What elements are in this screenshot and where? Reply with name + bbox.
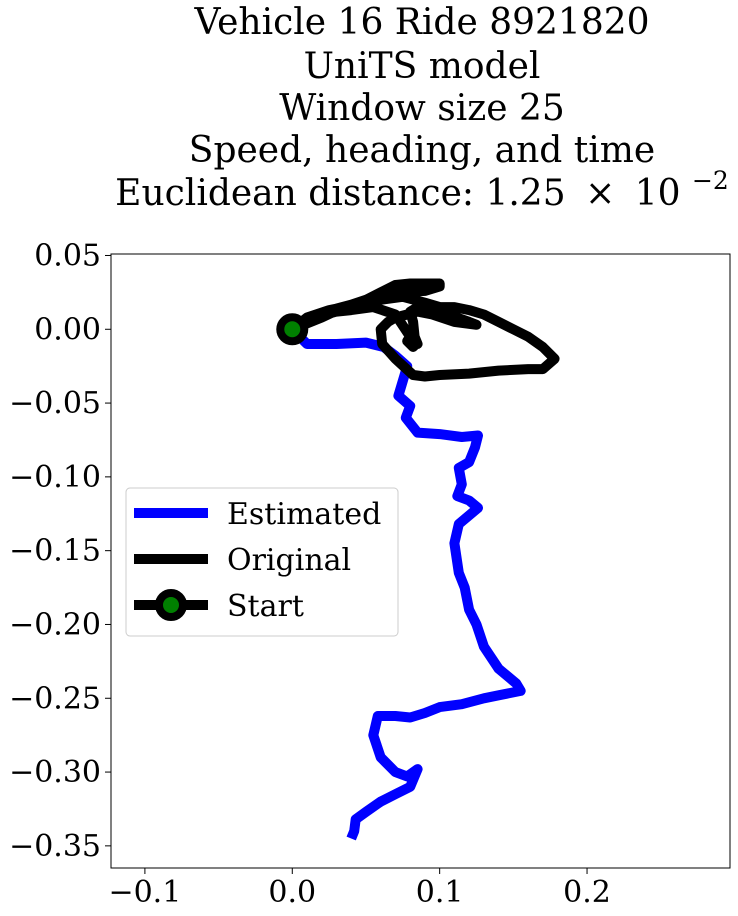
title-distance-prefix: Euclidean distance: 1.25 [115,173,565,214]
legend-box [125,487,399,637]
x-tick-label: −0.1 [108,875,181,910]
legend: Estimated Original Start [125,487,399,637]
y-tick-label: −0.10 [9,460,101,495]
axis-ticks: −0.1 0.0 0.1 0.2 0.05 0.00 −0.05 −0.10 −0.15 −0.2… [9,238,611,910]
legend-swatch-start-marker [155,589,187,621]
title-line-2: UniTS model [304,46,541,87]
x-tick-label: 0.2 [563,875,611,910]
y-tick-label: −0.15 [9,534,101,569]
y-tick-label: 0.05 [34,238,101,273]
series-line-original [287,278,560,382]
title-line-4: Speed, heading, and time [189,130,655,171]
title-distance-exponent: −2 [692,166,729,195]
title-line-1: Vehicle 16 Ride 8921820 [193,2,649,43]
title-distance-base: 10 [635,173,681,214]
title-line-distance: Euclidean distance: 1.25 × 10 −2 [115,166,729,214]
series-layer [276,278,560,841]
chart-title: Vehicle 16 Ride 8921820 UniTS model Wind… [115,2,729,214]
title-distance-times: × [585,173,615,214]
legend-label-start: Start [227,589,304,624]
start-marker [276,313,309,346]
x-tick-label: 0.1 [416,875,464,910]
title-line-3: Window size 25 [279,88,565,129]
plot-frame [110,253,731,869]
y-tick-label: −0.35 [9,829,101,864]
x-tick-label: 0.0 [268,875,316,910]
series-line-estimated [288,325,526,841]
y-tick-label: −0.30 [9,755,101,790]
y-tick-label: −0.05 [9,386,101,421]
legend-label-estimated: Estimated [227,497,381,532]
y-tick-label: −0.20 [9,607,101,642]
y-tick-label: 0.00 [34,312,101,347]
legend-label-original: Original [227,543,351,578]
y-tick-label: −0.25 [9,681,101,716]
